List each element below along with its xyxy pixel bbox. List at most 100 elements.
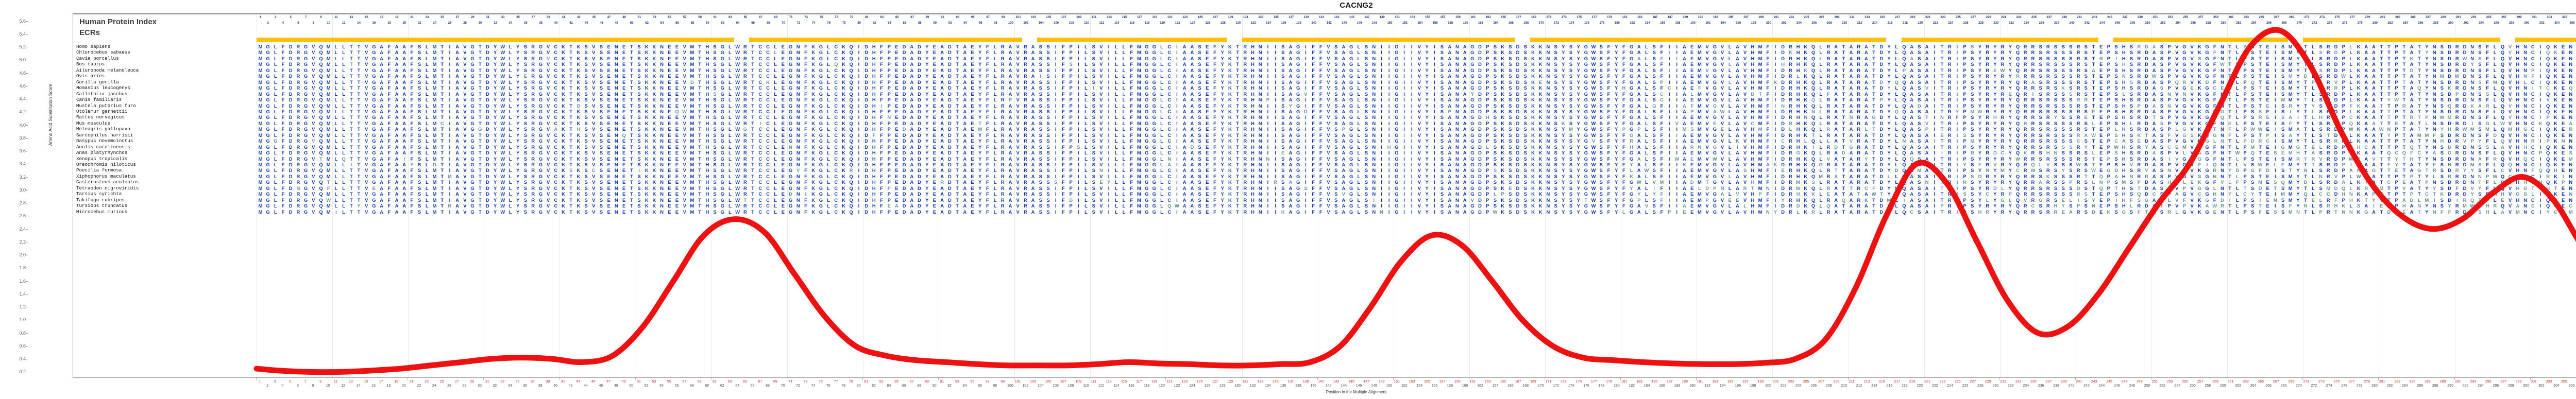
ruler-number: 34	[509, 22, 513, 25]
ruler-number: 192	[1705, 22, 1711, 25]
x-tick-label: 280	[2371, 384, 2378, 388]
x-tick-label: 220	[1917, 384, 1923, 388]
ruler-number: 118	[1144, 22, 1150, 25]
x-tick-label: 112	[1098, 384, 1104, 388]
ruler-number: 44	[584, 22, 588, 25]
x-tick-label: 183	[1636, 380, 1642, 384]
ruler-number: 100	[1008, 22, 1013, 25]
ruler-number: 151	[1395, 16, 1400, 19]
x-tick-label: 117	[1136, 380, 1142, 384]
ruler-number: 184	[1645, 22, 1650, 25]
x-tick-label: 37	[531, 380, 535, 384]
x-tick-label: 221	[1924, 380, 1930, 384]
ruler-number: 23	[425, 16, 429, 19]
ruler-number: 74	[811, 22, 816, 25]
ruler-number: 15	[364, 16, 368, 19]
x-tick-label: 150	[1386, 384, 1393, 388]
ruler-number: 255	[2183, 16, 2189, 19]
ruler-number: 87	[910, 16, 914, 19]
species-label: Meleagris gallopavo	[76, 126, 130, 132]
x-tick-label: 50	[629, 384, 634, 388]
x-tick-label: 279	[2364, 380, 2370, 384]
x-tick-label: 10	[326, 384, 330, 388]
x-tick-label: 252	[2159, 384, 2165, 388]
x-tick-label: 233	[2015, 380, 2022, 384]
y-tick-mark	[26, 21, 28, 22]
ruler-number: 264	[2251, 22, 2257, 25]
ruler-number: 116	[1129, 22, 1135, 25]
x-tick-label: 293	[2470, 380, 2477, 384]
ruler-number: 83	[880, 16, 884, 19]
ruler-number: 115	[1122, 16, 1127, 19]
x-tick-label: 259	[2212, 380, 2218, 384]
x-tick-label: 54	[659, 384, 664, 388]
x-tick-label: 107	[1060, 380, 1066, 384]
ruler-number: 287	[2425, 16, 2431, 19]
x-tick-label: 84	[887, 384, 891, 388]
y-tick-label: 2.8	[19, 200, 26, 206]
x-tick-label: 47	[606, 380, 611, 384]
species-label: Dasypus novemcinctus	[76, 138, 133, 144]
x-tick-label: 148	[1371, 384, 1377, 388]
x-tick-label: 267	[2273, 380, 2279, 384]
x-tick-label: 179	[1606, 380, 1612, 384]
ruler-number: 190	[1690, 22, 1696, 25]
x-tick-label: 302	[2538, 384, 2545, 388]
x-tick-label: 26	[447, 384, 452, 388]
ruler-number: 181	[1622, 16, 1628, 19]
ruler-number: 136	[1281, 22, 1286, 25]
x-tick-label: 3	[274, 380, 276, 384]
x-tick-label: 81	[864, 380, 869, 384]
x-tick-label: 170	[1537, 384, 1544, 388]
ruler-number: 236	[2039, 22, 2044, 25]
ruler-number: 11	[334, 16, 338, 19]
y-tick-label: 0.8	[19, 330, 26, 336]
ruler-number: 78	[842, 22, 846, 25]
x-tick-label: 231	[2000, 380, 2006, 384]
ruler-number: 81	[865, 16, 869, 19]
x-tick-label: 139	[1302, 380, 1309, 384]
ruler-number: 93	[956, 16, 960, 19]
ruler-number: 183	[1637, 16, 1642, 19]
ruler-number: 177	[1591, 16, 1597, 19]
ruler-number: 215	[1879, 16, 1885, 19]
ruler-number: 247	[2122, 16, 2128, 19]
ruler-number: 150	[1387, 22, 1393, 25]
ruler-number: 128	[1220, 22, 1226, 25]
x-tick-label: 214	[1871, 384, 1877, 388]
ruler-number: 163	[1485, 16, 1491, 19]
x-tick-label: 69	[773, 380, 777, 384]
ruler-number: 263	[2243, 16, 2249, 19]
x-tick-label: 192	[1704, 384, 1711, 388]
y-tick-label: 5.4	[19, 31, 26, 37]
ruler-number: 200	[1766, 22, 1772, 25]
x-tick-label: 212	[1856, 384, 1862, 388]
x-tick-label: 206	[1810, 384, 1817, 388]
ruler-number: 295	[2486, 16, 2492, 19]
x-tick-label: 245	[2106, 380, 2112, 384]
x-tick-label: 168	[1522, 384, 1529, 388]
ruler-number: 226	[1963, 22, 1969, 25]
x-tick-label: 8	[312, 384, 314, 388]
x-tick-label: 261	[2227, 380, 2234, 384]
ruler-number: 98	[994, 22, 997, 25]
ruler-number: 3	[275, 16, 277, 19]
y-tick-label: 1.4	[19, 291, 26, 297]
x-tick-label: 13	[348, 380, 353, 384]
species-label: Ailuropoda melanoleuca	[76, 67, 139, 73]
ruler-number: 202	[1781, 22, 1787, 25]
x-tick-label: 102	[1022, 384, 1029, 388]
ruler-number: 167	[1516, 16, 1521, 19]
x-tick-label: 204	[1795, 384, 1802, 388]
x-tick-label: 27	[454, 380, 459, 384]
x-tick-label: 106	[1053, 384, 1059, 388]
y-tick-label: 3.2	[19, 174, 26, 180]
x-tick-mark	[1999, 378, 2000, 380]
x-tick-label: 241	[2076, 380, 2082, 384]
x-tick-label: 144	[1341, 384, 1347, 388]
ruler-number: 258	[2206, 22, 2211, 25]
x-tick-label: 109	[1075, 380, 1082, 384]
